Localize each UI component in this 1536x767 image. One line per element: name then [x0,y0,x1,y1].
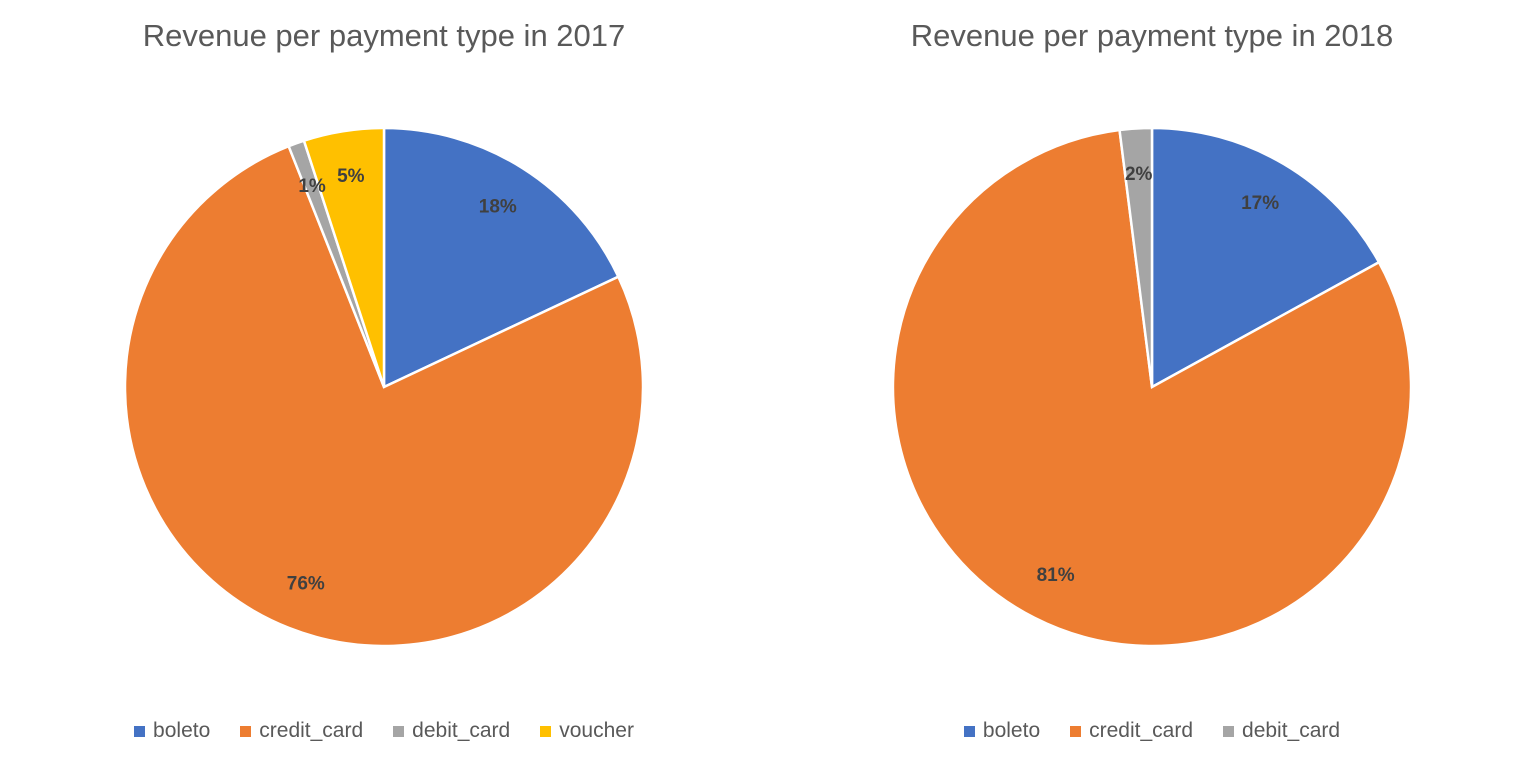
legend-label: boleto [982,719,1041,742]
legend-swatch [393,725,405,737]
data-label-credit-card: 81% [1037,565,1075,586]
pie-plot: 17% 81% 2% [891,126,1413,648]
data-label-credit-card: 76% [287,574,325,595]
legend: boleto credit_card debit_card [768,719,1536,743]
legend-item-debit-card: debit_card [1223,719,1340,743]
legend-label: credit_card [259,719,364,742]
data-label-debit-card: 1% [298,176,326,197]
legend-swatch [240,725,252,737]
pie-slice-credit-card [891,128,1413,648]
legend-label: debit_card [1242,719,1341,742]
pie-chart-2017: Revenue per payment type in 2017 18% 76% 1… [0,18,768,743]
legend-swatch [1223,725,1235,737]
pie-slice-boleto [382,126,621,389]
legend-label: credit_card [1089,719,1194,742]
chart-title: Revenue per payment type in 2017 [142,18,626,53]
legend-swatch [540,725,552,737]
data-label-voucher: 5% [337,166,365,187]
chart-title: Revenue per payment type in 2018 [910,18,1394,53]
data-label-boleto: 18% [479,197,517,218]
data-label-debit-card: 2% [1125,164,1153,185]
legend-label: debit_card [412,719,511,742]
pie-chart-2018: Revenue per payment type in 2018 17% 81% 2… [768,0,1536,767]
legend-item-credit-card: credit_card [1070,719,1193,743]
legend-label: boleto [153,719,211,742]
legend-item-boleto: boleto [963,719,1041,743]
legend-item-debit-card: debit_card [393,719,510,743]
pie-slice-credit-card [123,144,645,648]
data-label-boleto: 17% [1241,193,1279,214]
pie-slice-voucher [302,126,386,388]
legend-label: voucher [559,719,634,742]
pie-slice-debit-card [1118,126,1154,388]
pie-plot: 18% 76% 1% 5% [123,126,645,648]
pie-slice-boleto [1150,126,1381,390]
legend-item-voucher: voucher [540,719,634,743]
legend-swatch [963,725,975,737]
legend-swatch [1070,725,1082,737]
legend: boleto credit_card debit_card voucher [0,719,768,743]
legend-item-credit-card: credit_card [240,719,363,743]
legend-swatch [134,725,146,737]
legend-item-boleto: boleto [134,719,210,743]
